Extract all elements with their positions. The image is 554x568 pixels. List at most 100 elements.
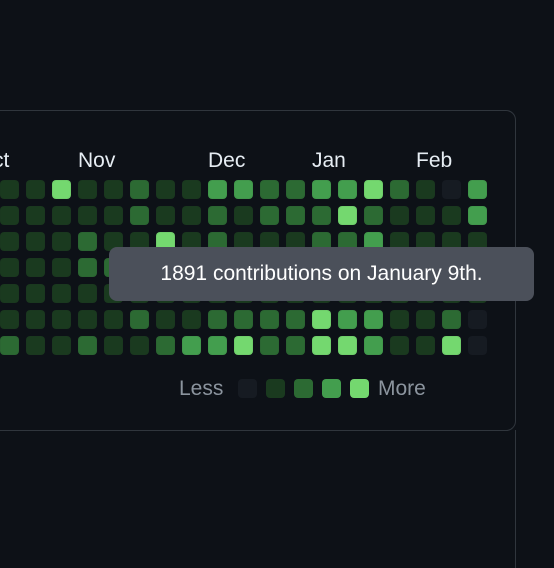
contribution-cell[interactable]	[338, 310, 357, 329]
contribution-cell[interactable]	[338, 180, 357, 199]
contribution-cell[interactable]	[104, 232, 123, 251]
contribution-cell[interactable]	[156, 336, 175, 355]
contribution-cell[interactable]	[182, 180, 201, 199]
contribution-cell[interactable]	[0, 310, 19, 329]
contribution-cell[interactable]	[26, 310, 45, 329]
contribution-cell[interactable]	[26, 284, 45, 303]
contribution-cell[interactable]	[416, 232, 435, 251]
contribution-cell[interactable]	[182, 336, 201, 355]
contribution-cell[interactable]	[390, 232, 409, 251]
contribution-cell[interactable]	[260, 336, 279, 355]
contribution-cell[interactable]	[286, 310, 305, 329]
contribution-cell[interactable]	[286, 232, 305, 251]
contribution-cell[interactable]	[104, 336, 123, 355]
contribution-cell[interactable]	[78, 310, 97, 329]
contribution-cell[interactable]	[156, 206, 175, 225]
contribution-cell[interactable]	[286, 336, 305, 355]
contribution-cell[interactable]	[52, 232, 71, 251]
contribution-cell[interactable]	[416, 310, 435, 329]
contribution-cell[interactable]	[442, 336, 461, 355]
contribution-cell[interactable]	[130, 232, 149, 251]
contribution-cell[interactable]	[338, 232, 357, 251]
contribution-cell[interactable]	[234, 206, 253, 225]
contribution-cell[interactable]	[312, 180, 331, 199]
contribution-cell[interactable]	[0, 258, 19, 277]
contribution-cell[interactable]	[416, 336, 435, 355]
contribution-cell[interactable]	[364, 232, 383, 251]
contribution-cell[interactable]	[364, 310, 383, 329]
contribution-cell[interactable]	[364, 206, 383, 225]
contribution-cell[interactable]	[0, 180, 19, 199]
contribution-cell[interactable]	[52, 206, 71, 225]
contribution-cell[interactable]	[26, 336, 45, 355]
contribution-cell[interactable]	[52, 284, 71, 303]
contribution-cell[interactable]	[260, 310, 279, 329]
contribution-cell[interactable]	[234, 180, 253, 199]
contribution-cell[interactable]	[0, 232, 19, 251]
contribution-cell[interactable]	[416, 206, 435, 225]
contribution-cell[interactable]	[312, 336, 331, 355]
contribution-cell[interactable]	[130, 180, 149, 199]
contribution-cell[interactable]	[156, 310, 175, 329]
contribution-cell[interactable]	[390, 310, 409, 329]
contribution-cell[interactable]	[26, 206, 45, 225]
contribution-cell[interactable]	[78, 336, 97, 355]
contribution-cell[interactable]	[156, 180, 175, 199]
contribution-cell[interactable]	[338, 206, 357, 225]
contribution-cell[interactable]	[390, 206, 409, 225]
contribution-cell[interactable]	[364, 336, 383, 355]
contribution-cell[interactable]	[104, 206, 123, 225]
contribution-cell[interactable]	[468, 180, 487, 199]
contribution-cell[interactable]	[208, 232, 227, 251]
contribution-cell[interactable]	[130, 206, 149, 225]
contribution-cell[interactable]	[78, 258, 97, 277]
contribution-cell[interactable]	[78, 284, 97, 303]
contribution-cell[interactable]	[234, 310, 253, 329]
contribution-cell[interactable]	[338, 336, 357, 355]
contribution-cell[interactable]	[260, 180, 279, 199]
contribution-cell[interactable]	[442, 206, 461, 225]
contribution-cell[interactable]	[208, 336, 227, 355]
contribution-cell[interactable]	[182, 206, 201, 225]
contribution-cell[interactable]	[0, 206, 19, 225]
contribution-cell[interactable]	[468, 206, 487, 225]
contribution-cell[interactable]	[234, 336, 253, 355]
contribution-cell[interactable]	[52, 258, 71, 277]
contribution-cell[interactable]	[78, 206, 97, 225]
contribution-cell[interactable]	[234, 232, 253, 251]
contribution-cell[interactable]	[390, 336, 409, 355]
contribution-cell[interactable]	[104, 180, 123, 199]
contribution-cell[interactable]	[364, 180, 383, 199]
contribution-cell[interactable]	[312, 310, 331, 329]
contribution-cell[interactable]	[286, 206, 305, 225]
contribution-cell[interactable]	[26, 180, 45, 199]
contribution-cell[interactable]	[260, 206, 279, 225]
contribution-cell[interactable]	[182, 310, 201, 329]
contribution-cell[interactable]	[208, 310, 227, 329]
contribution-cell[interactable]	[52, 180, 71, 199]
contribution-cell[interactable]	[26, 232, 45, 251]
contribution-cell[interactable]	[0, 336, 19, 355]
contribution-cell[interactable]	[468, 310, 487, 329]
contribution-cell[interactable]	[208, 206, 227, 225]
contribution-cell[interactable]	[442, 310, 461, 329]
contribution-cell[interactable]	[312, 232, 331, 251]
contribution-cell[interactable]	[416, 180, 435, 199]
contribution-cell[interactable]	[390, 180, 409, 199]
contribution-cell[interactable]	[208, 180, 227, 199]
contribution-cell[interactable]	[312, 206, 331, 225]
contribution-cell[interactable]	[442, 232, 461, 251]
contribution-cell[interactable]	[130, 310, 149, 329]
contribution-cell[interactable]	[286, 180, 305, 199]
contribution-cell[interactable]	[182, 232, 201, 251]
contribution-cell[interactable]	[78, 232, 97, 251]
contribution-cell[interactable]	[52, 310, 71, 329]
contribution-cell[interactable]	[104, 310, 123, 329]
contribution-cell[interactable]	[468, 336, 487, 355]
contribution-cell[interactable]	[156, 232, 175, 251]
contribution-cell[interactable]	[130, 336, 149, 355]
contribution-cell[interactable]	[52, 336, 71, 355]
contribution-cell[interactable]	[468, 232, 487, 251]
contribution-cell[interactable]	[78, 180, 97, 199]
contribution-cell[interactable]	[0, 284, 19, 303]
